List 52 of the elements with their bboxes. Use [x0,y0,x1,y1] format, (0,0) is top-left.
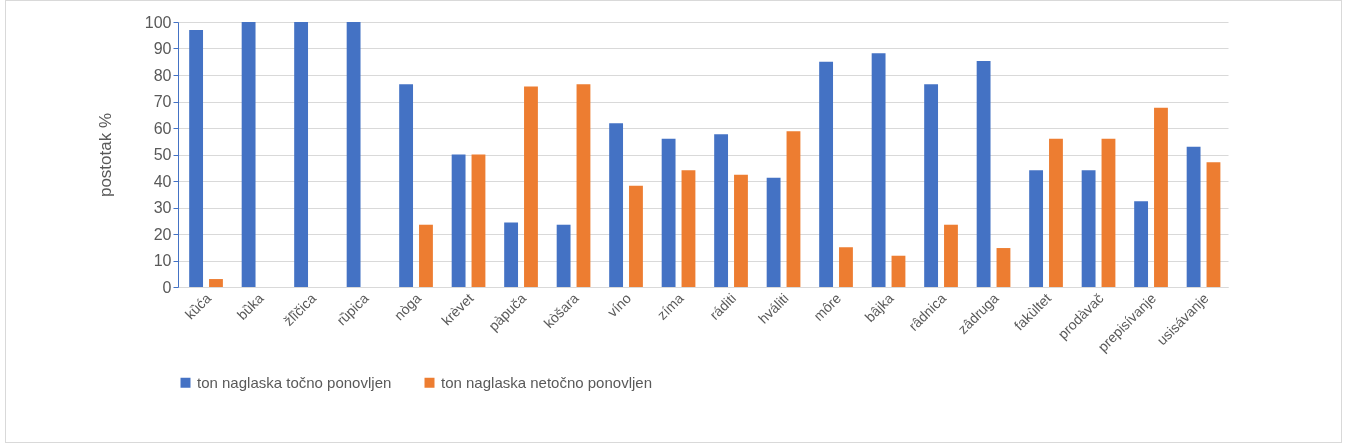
bar [451,154,466,287]
bar [1206,162,1221,287]
y-tick-label: 50 [153,146,172,163]
bar [346,22,361,287]
bar [576,84,591,287]
y-tick-label: 100 [144,13,172,31]
bar [294,22,309,287]
bar [1186,146,1201,287]
y-tick-label: 90 [153,40,172,57]
y-tick-label: 40 [153,172,172,190]
y-tick-label: 80 [153,66,172,84]
legend-label: ton naglaska točno ponovljen [197,373,392,391]
y-tick-label: 10 [153,252,172,269]
bar [839,247,853,287]
bar [924,84,939,287]
y-tick-label: 60 [153,119,172,137]
bar [976,60,991,287]
bar [996,248,1011,287]
bar [681,170,696,287]
bar [1101,138,1116,287]
bar [419,224,433,287]
bar [629,185,643,287]
bar [609,123,624,287]
bar [399,84,414,287]
bar [556,224,571,287]
bar [891,255,906,287]
bar [1134,201,1149,287]
y-axis-title: postotak % [95,112,115,198]
bar [819,61,834,287]
bar [1154,107,1168,287]
bar [209,279,223,287]
legend-label: ton naglaska netočno ponovljen [441,373,652,391]
bar [471,154,486,287]
bar [734,174,748,287]
bar [1081,170,1096,287]
bar [1049,138,1063,287]
bar [766,177,781,287]
bar [504,222,519,287]
x-tick-label: víno [604,289,635,321]
bar [944,224,958,287]
bar [661,138,676,287]
bar [524,86,538,287]
y-tick-label: 70 [153,93,172,110]
bar [786,131,801,287]
bar [714,134,729,287]
bar [241,22,256,287]
y-tick-label: 30 [153,199,172,216]
bar [189,29,204,287]
bar [1029,170,1044,287]
y-tick-label: 20 [153,225,172,243]
y-tick-label: 0 [162,278,172,296]
bar [871,53,886,287]
